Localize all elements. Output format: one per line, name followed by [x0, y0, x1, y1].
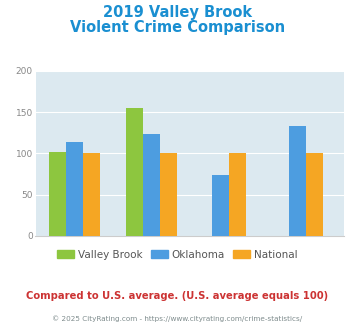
Bar — [306, 153, 323, 236]
Bar — [143, 135, 160, 236]
Bar — [160, 153, 177, 236]
Bar — [66, 142, 83, 236]
Bar — [126, 108, 143, 236]
Text: © 2025 CityRating.com - https://www.cityrating.com/crime-statistics/: © 2025 CityRating.com - https://www.city… — [53, 315, 302, 322]
Text: 2019 Valley Brook: 2019 Valley Brook — [103, 5, 252, 20]
Text: Compared to U.S. average. (U.S. average equals 100): Compared to U.S. average. (U.S. average … — [26, 291, 329, 301]
Bar — [49, 152, 66, 236]
Bar — [83, 153, 100, 236]
Legend: Valley Brook, Oklahoma, National: Valley Brook, Oklahoma, National — [53, 246, 302, 264]
Bar — [212, 175, 229, 236]
Bar — [289, 126, 306, 236]
Text: Violent Crime Comparison: Violent Crime Comparison — [70, 20, 285, 35]
Bar — [229, 153, 246, 236]
